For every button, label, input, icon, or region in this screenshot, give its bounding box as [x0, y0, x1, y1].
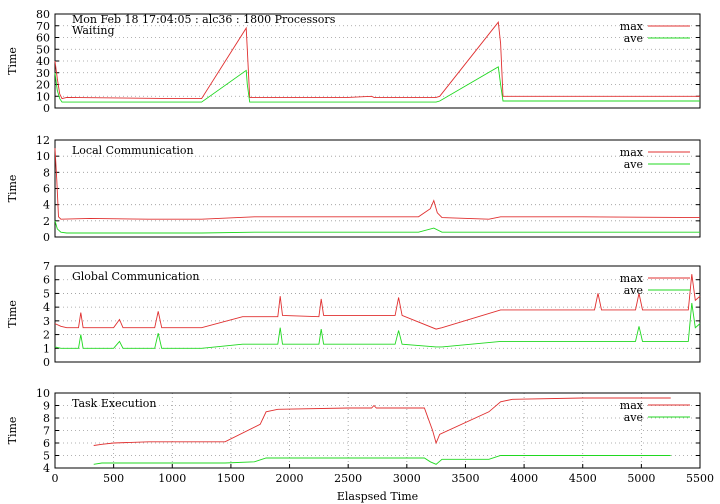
series-line-max	[54, 21, 700, 100]
x-tick-label: 3500	[451, 472, 479, 485]
y-tick-label: 4	[43, 199, 50, 212]
x-tick-label: 1000	[158, 472, 186, 485]
x-tick-label: 4500	[569, 472, 597, 485]
series-line-ave	[93, 455, 671, 465]
y-tick-label: 2	[43, 329, 50, 342]
panel-title: Local Communication	[72, 144, 194, 157]
plot-frame	[54, 139, 701, 238]
series-line-max	[54, 148, 701, 220]
y-tick-label: 40	[36, 55, 50, 68]
series-line-max	[93, 397, 671, 446]
y-tick-label: 1	[43, 342, 50, 355]
legend-label-ave: ave	[624, 411, 643, 424]
y-axis-label: Time	[6, 417, 19, 445]
x-tick-label: 0	[52, 472, 59, 485]
panel-title: Waiting	[72, 24, 115, 37]
legend-label-ave: ave	[624, 158, 643, 171]
legend-label-max: max	[620, 399, 644, 412]
y-tick-label: 5	[43, 450, 50, 463]
y-tick-label: 30	[36, 67, 50, 80]
chart-header: Mon Feb 18 17:04:05 : alc36 : 1800 Proce…	[72, 13, 336, 26]
y-tick-label: 4	[43, 462, 50, 475]
y-tick-label: 3	[43, 315, 50, 328]
legend-label-max: max	[620, 146, 644, 159]
y-tick-label: 10	[36, 387, 50, 400]
plot-frame	[54, 265, 701, 363]
x-tick-label: 5000	[627, 472, 655, 485]
series-line-ave	[54, 220, 700, 234]
x-axis-label: Elaspsed Time	[337, 490, 418, 503]
chart-panels: 01020304050607080WaitingTimemaxave024681…	[6, 8, 714, 485]
series-line-ave	[54, 302, 701, 349]
series-line-max	[54, 274, 701, 330]
legend-label-ave: ave	[624, 32, 643, 45]
y-tick-label: 10	[36, 150, 50, 163]
y-tick-label: 6	[43, 183, 50, 196]
y-axis-label: Time	[6, 47, 19, 75]
x-tick-label: 1500	[217, 472, 245, 485]
series-line-ave	[54, 66, 700, 103]
y-axis-label: Time	[6, 300, 19, 328]
panel-title: Global Communication	[72, 270, 200, 283]
y-tick-label: 70	[36, 20, 50, 33]
x-tick-label: 2500	[334, 472, 362, 485]
y-tick-label: 2	[43, 215, 50, 228]
y-tick-label: 7	[43, 425, 50, 438]
y-tick-label: 80	[36, 8, 50, 21]
y-tick-label: 0	[43, 102, 50, 115]
y-tick-label: 10	[36, 90, 50, 103]
plot-frame	[54, 392, 701, 469]
y-tick-label: 9	[43, 400, 50, 413]
y-tick-label: 6	[43, 437, 50, 450]
y-tick-label: 20	[36, 79, 50, 92]
y-tick-label: 0	[43, 356, 50, 369]
y-tick-label: 4	[43, 301, 50, 314]
x-tick-label: 3000	[393, 472, 421, 485]
panel-title: Task Execution	[72, 397, 156, 410]
x-tick-label: 500	[103, 472, 124, 485]
x-tick-label: 2000	[276, 472, 304, 485]
y-tick-label: 0	[43, 231, 50, 244]
y-tick-label: 7	[43, 260, 50, 273]
y-tick-label: 12	[36, 134, 50, 147]
y-tick-label: 5	[43, 287, 50, 300]
x-tick-label: 4000	[510, 472, 538, 485]
y-tick-label: 60	[36, 32, 50, 45]
y-tick-label: 6	[43, 274, 50, 287]
y-tick-label: 50	[36, 43, 50, 56]
y-tick-label: 8	[43, 166, 50, 179]
legend-label-max: max	[620, 272, 644, 285]
y-axis-label: Time	[6, 175, 19, 203]
y-tick-label: 8	[43, 412, 50, 425]
legend-label-ave: ave	[624, 284, 643, 297]
legend-label-max: max	[620, 20, 644, 33]
x-tick-label: 5500	[686, 472, 714, 485]
